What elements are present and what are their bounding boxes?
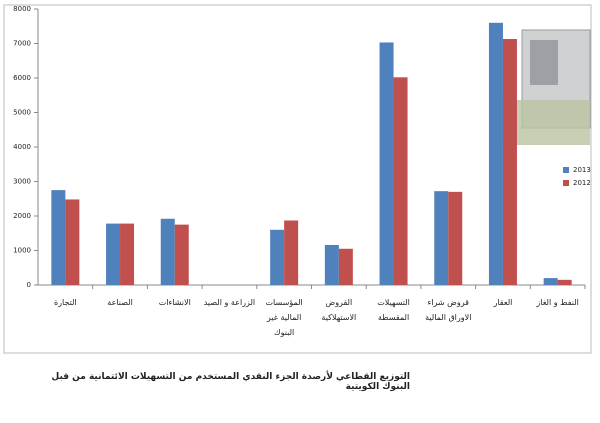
y-tick-label: 3000: [13, 178, 31, 186]
caption: التوزيع القطاعي لأرصدة الجزء النقدي المس…: [51, 372, 410, 392]
y-tick-label: 6000: [13, 74, 31, 82]
legend-label: 2012: [573, 179, 591, 187]
bar: [324, 244, 339, 285]
x-tick-label: التجارة: [53, 298, 77, 307]
y-tick-label: 8000: [13, 5, 31, 13]
chart-frame: [3, 4, 592, 354]
bar: [338, 248, 353, 285]
bar: [434, 191, 449, 285]
legend-label: 2013: [573, 166, 591, 174]
bar: [160, 218, 175, 285]
bar: [379, 42, 394, 286]
y-tick-label: 7000: [13, 40, 31, 48]
bar: [120, 223, 135, 285]
x-tick-label: التسهيلات المقسطة: [377, 298, 410, 322]
x-tick-label: النفط و الغاز: [536, 298, 579, 307]
safe-picture: [500, 29, 591, 145]
bar: [557, 279, 572, 285]
bar: [543, 278, 558, 285]
legend-swatch: [563, 180, 569, 186]
x-tick-label: الانشاءات: [158, 298, 191, 307]
x-tick-label: القروض الاستهلاكية: [321, 298, 357, 322]
y-tick-label: 0: [27, 281, 31, 289]
x-tick-label: العقار: [493, 298, 513, 307]
x-tick-label: الصناعة: [107, 298, 133, 307]
bar: [393, 77, 408, 285]
legend-swatch: [563, 167, 569, 173]
y-tick-label: 4000: [13, 143, 31, 151]
y-tick-label: 2000: [13, 212, 31, 220]
x-tick-label: قروض شراء الاوراق المالية: [425, 298, 472, 322]
bar: [51, 190, 66, 285]
bar: [65, 199, 80, 285]
bar: [270, 229, 285, 285]
bar: [174, 224, 189, 285]
bar: [502, 39, 517, 285]
x-tick-label: المؤسسات المالية غير البنوك: [265, 298, 303, 337]
bar: [448, 191, 463, 285]
y-tick-label: 1000: [13, 247, 31, 255]
bar: [106, 223, 121, 285]
bar: [284, 220, 299, 285]
x-tick-label: الزراعة و الصيد: [203, 298, 256, 307]
y-tick-label: 5000: [13, 109, 31, 117]
bar: [488, 22, 503, 286]
